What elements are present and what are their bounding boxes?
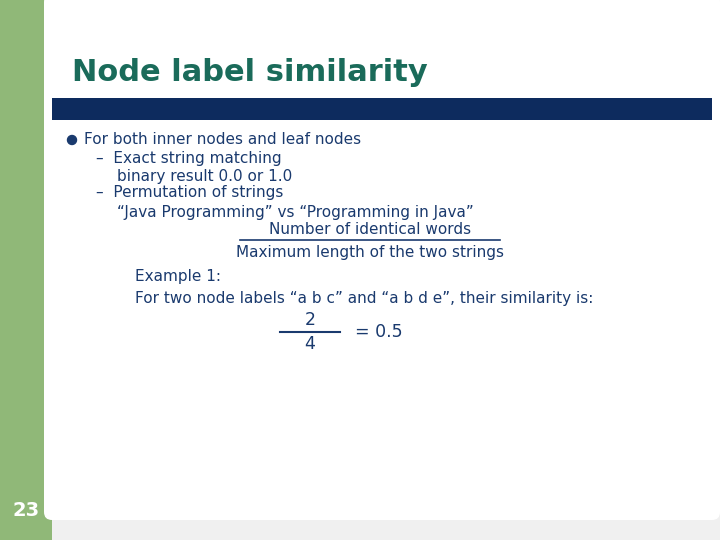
Text: 2: 2 xyxy=(305,311,315,329)
Text: = 0.5: = 0.5 xyxy=(355,323,402,341)
Text: For both inner nodes and leaf nodes: For both inner nodes and leaf nodes xyxy=(84,132,361,147)
Text: –  Exact string matching: – Exact string matching xyxy=(96,152,282,166)
Text: Maximum length of the two strings: Maximum length of the two strings xyxy=(236,245,504,260)
Text: For two node labels “a b c” and “a b d e”, their similarity is:: For two node labels “a b c” and “a b d e… xyxy=(135,291,593,306)
Text: 23: 23 xyxy=(12,501,40,519)
Bar xyxy=(52,98,712,120)
FancyBboxPatch shape xyxy=(44,0,720,520)
Text: Number of identical words: Number of identical words xyxy=(269,221,471,237)
Bar xyxy=(52,0,237,110)
Bar xyxy=(0,0,52,540)
Text: 4: 4 xyxy=(305,335,315,353)
Circle shape xyxy=(68,136,76,145)
Text: Node label similarity: Node label similarity xyxy=(72,58,428,87)
Text: binary result 0.0 or 1.0: binary result 0.0 or 1.0 xyxy=(117,168,292,184)
Text: “Java Programming” vs “Programming in Java”: “Java Programming” vs “Programming in Ja… xyxy=(117,205,474,219)
Text: –  Permutation of strings: – Permutation of strings xyxy=(96,186,284,200)
Text: Example 1:: Example 1: xyxy=(135,269,221,285)
